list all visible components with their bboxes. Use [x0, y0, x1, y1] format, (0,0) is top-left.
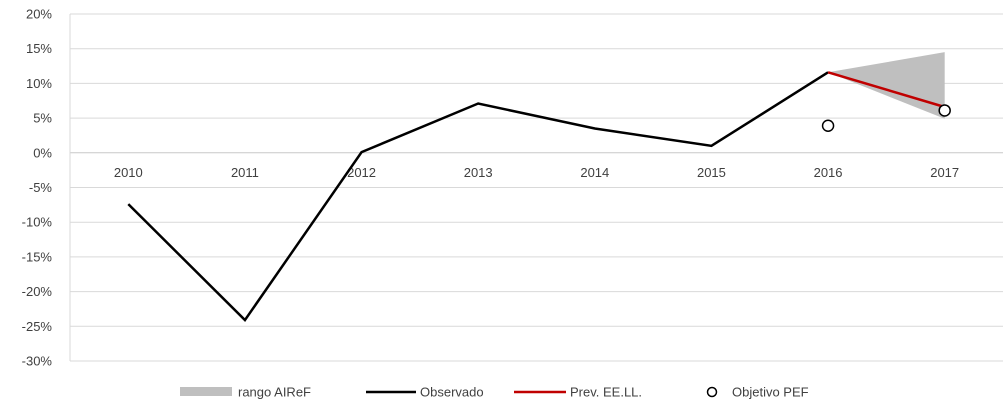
x-tick-label: 2013 [464, 165, 493, 180]
x-tick-label: 2014 [580, 165, 609, 180]
y-tick-label: -15% [22, 249, 53, 264]
x-tick-label: 2015 [697, 165, 726, 180]
y-tick-label: 0% [33, 145, 52, 160]
y-tick-label: -5% [29, 180, 53, 195]
series-layer [128, 52, 950, 320]
legend: rango AIReF Observado Prev. EE.LL. Objetivo… [180, 385, 809, 400]
observado-line [128, 72, 828, 320]
y-tick-label: -25% [22, 319, 53, 334]
legend-swatch-band [180, 387, 232, 396]
y-tick-label: 10% [26, 76, 52, 91]
range-band [828, 52, 945, 119]
x-tick-label: 2010 [114, 165, 143, 180]
legend-swatch-marker [708, 388, 717, 397]
y-tick-label: -30% [22, 354, 53, 369]
legend-label: rango AIReF [238, 385, 311, 400]
y-tick-label: 5% [33, 111, 52, 126]
gridlines [70, 14, 1003, 361]
legend-label: Observado [420, 385, 484, 400]
x-tick-label: 2011 [231, 165, 259, 180]
x-tick-label: 2016 [814, 165, 843, 180]
y-axis-tick-labels: 20% 15% 10% 5% 0% -5% -10% -15% -20% -25% -30% [22, 7, 53, 369]
y-tick-label: -20% [22, 284, 53, 299]
legend-label: Objetivo PEF [732, 385, 809, 400]
y-tick-label: -10% [22, 215, 53, 230]
y-tick-label: 20% [26, 7, 52, 22]
objetivo-marker [939, 105, 950, 116]
y-tick-label: 15% [26, 41, 52, 56]
objetivo-marker [823, 120, 834, 131]
x-tick-label: 2017 [930, 165, 959, 180]
legend-label: Prev. EE.LL. [570, 385, 642, 400]
